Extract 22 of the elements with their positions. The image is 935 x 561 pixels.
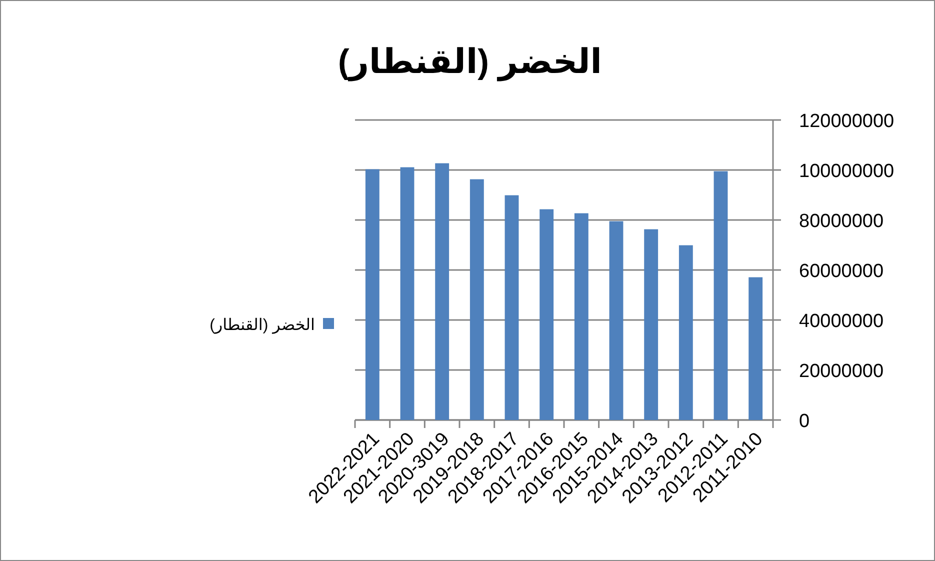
y-tick-label: 120000000 [799, 111, 894, 132]
bar [504, 195, 519, 420]
bar [574, 213, 588, 420]
legend-label: الخضر (القنطار) [210, 317, 315, 334]
bar [470, 179, 484, 420]
bar [714, 171, 728, 420]
legend: الخضر (القنطار) [210, 317, 334, 334]
chart-title: الخضر (القنطار) [338, 43, 602, 82]
y-tick-label: 40000000 [799, 311, 884, 332]
bar [609, 221, 624, 420]
bar [678, 245, 693, 420]
y-tick-label: 100000000 [799, 161, 894, 182]
y-tick-label: 80000000 [799, 211, 884, 232]
bar [644, 229, 658, 420]
y-tick-label: 20000000 [799, 361, 884, 382]
bar [748, 277, 763, 420]
bar [540, 209, 554, 420]
bar [435, 163, 450, 420]
y-tick-label: 60000000 [799, 261, 884, 282]
bar [365, 169, 380, 420]
y-tick-label: 0 [799, 411, 810, 432]
bar [400, 167, 414, 420]
